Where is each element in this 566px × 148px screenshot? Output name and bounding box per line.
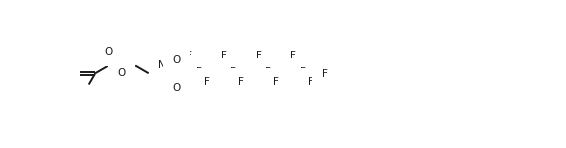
Text: F: F — [230, 67, 236, 77]
Text: O: O — [105, 47, 113, 57]
Text: F: F — [196, 67, 201, 77]
Text: F: F — [299, 67, 306, 77]
Text: F: F — [321, 69, 328, 79]
Text: F: F — [290, 51, 297, 61]
Text: O: O — [173, 83, 181, 93]
Text: F: F — [204, 77, 209, 87]
Text: N: N — [158, 61, 166, 70]
Text: F: F — [317, 61, 323, 71]
Text: F: F — [282, 61, 288, 71]
Text: S: S — [173, 69, 180, 79]
Text: F: F — [221, 51, 227, 61]
Text: F: F — [265, 67, 271, 77]
Text: O: O — [118, 68, 126, 78]
Text: F: F — [256, 51, 261, 61]
Text: F: F — [238, 77, 245, 87]
Text: F: F — [248, 61, 254, 71]
Text: F: F — [186, 51, 192, 61]
Text: F: F — [273, 77, 279, 87]
Text: F: F — [308, 77, 314, 87]
Text: O: O — [173, 55, 181, 65]
Text: F: F — [213, 61, 219, 71]
